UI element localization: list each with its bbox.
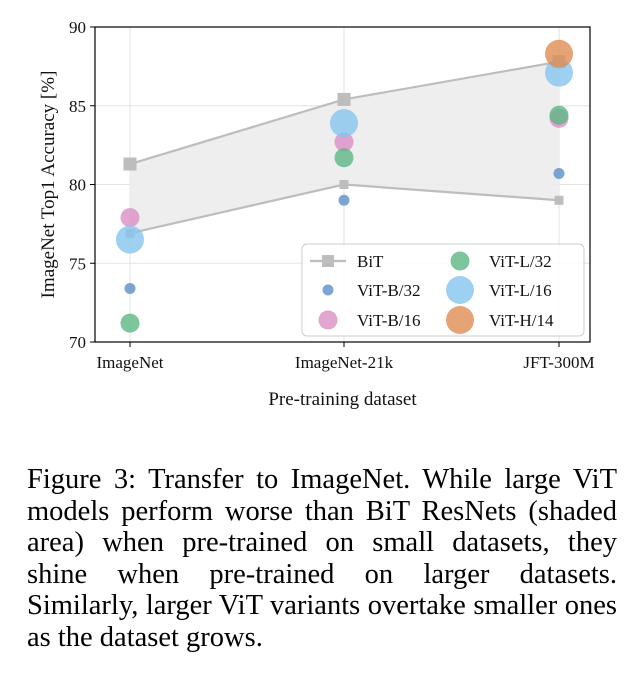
y-axis-label: ImageNet Top1 Accuracy [%] <box>38 71 59 299</box>
x-tick-label: ImageNet-21k <box>295 353 394 372</box>
legend-marker-vit-l-16 <box>446 276 474 304</box>
legend-label: ViT-B/32 <box>357 281 421 300</box>
bit-lower-marker <box>339 180 349 189</box>
y-tick-label: 80 <box>69 176 86 195</box>
transfer-chart: 70 75 80 85 90 ImageNet ImageNet-21k JFT-300M Pr… <box>38 18 595 410</box>
bit-upper-marker <box>337 92 351 106</box>
legend-marker-vit-h-14 <box>446 306 474 334</box>
point-vit-b-32 <box>124 282 136 294</box>
point-vit-b-32 <box>553 167 565 179</box>
x-axis-label: Pre-training dataset <box>268 389 417 410</box>
point-vit-l-16 <box>330 109 358 138</box>
legend-label: ViT-L/16 <box>489 281 552 300</box>
legend-bit-marker <box>322 255 334 267</box>
point-vit-b-16 <box>334 132 354 152</box>
legend-box <box>301 243 585 337</box>
y-tick-label: 85 <box>69 97 86 116</box>
point-vit-b-16 <box>120 208 140 228</box>
x-tick-label: ImageNet <box>96 353 163 372</box>
y-tick-label: 75 <box>69 254 86 273</box>
legend-marker-vit-b-32 <box>322 284 334 296</box>
figure-caption: Figure 3: Transfer to ImageNet. While la… <box>27 464 617 653</box>
y-tick-label: 70 <box>69 333 86 352</box>
legend-label: ViT-H/14 <box>489 311 554 330</box>
bit-upper-marker <box>123 157 137 171</box>
x-tick-label: JFT-300M <box>523 353 594 372</box>
legend-label: ViT-L/32 <box>489 252 552 271</box>
point-vit-h-14 <box>545 39 573 68</box>
legend-marker-vit-b-16 <box>318 310 338 330</box>
point-vit-l-32 <box>334 148 354 168</box>
legend-marker-vit-l-32 <box>450 251 470 271</box>
legend-label: BiT <box>357 252 384 271</box>
point-vit-b-32 <box>338 194 350 206</box>
y-tick-label: 90 <box>69 18 86 37</box>
bit-lower-marker <box>554 195 564 205</box>
point-vit-l-32 <box>549 105 569 125</box>
point-vit-l-32 <box>120 313 140 333</box>
point-vit-l-16 <box>116 225 144 254</box>
legend-label: ViT-B/16 <box>357 311 421 330</box>
